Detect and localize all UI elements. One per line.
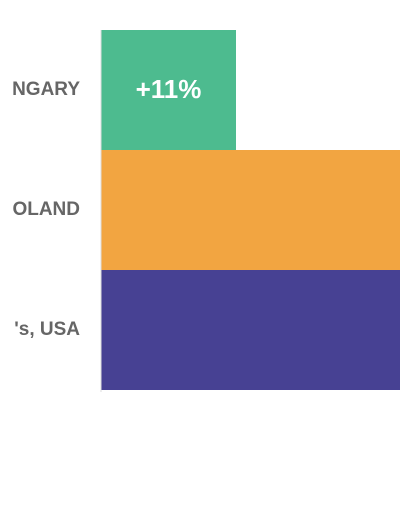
bar: [101, 150, 400, 270]
category-label: OLAND: [12, 199, 80, 220]
bar: [101, 270, 400, 390]
bar: [101, 30, 236, 150]
category-label: 's, USA: [14, 319, 80, 340]
category-label: NGARY: [12, 79, 80, 100]
value-label: +11%: [136, 74, 202, 104]
